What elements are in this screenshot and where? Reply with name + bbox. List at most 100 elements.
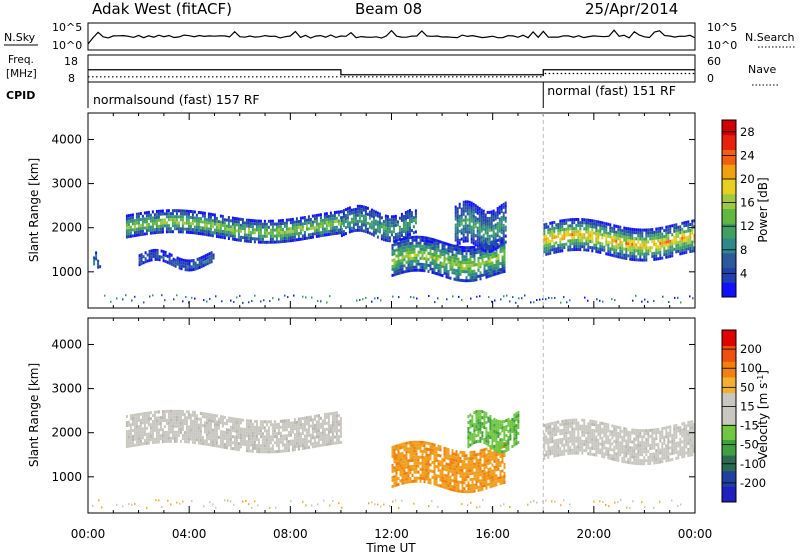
echo-cell bbox=[435, 254, 438, 258]
echo-cell bbox=[155, 419, 158, 423]
echo-cell bbox=[193, 216, 196, 220]
echo-cell bbox=[425, 242, 428, 246]
echo-cell bbox=[269, 438, 272, 442]
echo-cell bbox=[409, 471, 412, 475]
echo-cell bbox=[585, 242, 588, 246]
echo-cell bbox=[481, 481, 484, 485]
echo-cell bbox=[569, 433, 572, 437]
echo-cell bbox=[489, 427, 492, 431]
echo-cell bbox=[591, 219, 594, 223]
echo-cell bbox=[202, 261, 205, 265]
echo-cell bbox=[589, 222, 592, 225]
echo-cell bbox=[559, 225, 562, 229]
echo-cell bbox=[573, 236, 576, 240]
echo-cell bbox=[585, 227, 588, 231]
echo-cell bbox=[417, 446, 420, 450]
echo-cell bbox=[225, 422, 228, 426]
echo-cell bbox=[555, 250, 558, 254]
echo-cell bbox=[691, 243, 694, 247]
echo-cell bbox=[469, 276, 472, 280]
echo-cell bbox=[393, 451, 396, 455]
echo-cell bbox=[405, 260, 408, 264]
echo-cell bbox=[504, 210, 507, 214]
echo-cell bbox=[501, 450, 504, 454]
echo-cell bbox=[461, 451, 464, 454]
echo-cell bbox=[567, 437, 570, 441]
echo-cell bbox=[301, 441, 304, 444]
echo-cell bbox=[569, 239, 572, 243]
echo-cell bbox=[153, 413, 156, 417]
echo-cell bbox=[419, 244, 422, 248]
echo-cell bbox=[453, 461, 456, 465]
echo-cell bbox=[303, 437, 306, 441]
echo-cell bbox=[461, 279, 464, 282]
echo-cell bbox=[161, 434, 164, 438]
echo-cell bbox=[662, 295, 664, 298]
echo-cell bbox=[399, 458, 402, 462]
echo-cell bbox=[199, 435, 202, 439]
echo-cell bbox=[225, 419, 228, 423]
echo-cell bbox=[198, 257, 201, 260]
echo-cell bbox=[469, 246, 472, 250]
echo-cell bbox=[591, 440, 594, 444]
echo-cell bbox=[493, 435, 496, 439]
echo-cell bbox=[487, 449, 490, 453]
echo-cell bbox=[543, 232, 546, 236]
echo-cell bbox=[463, 472, 466, 476]
echo-cell bbox=[491, 484, 494, 488]
echo-cell bbox=[623, 238, 626, 242]
echo-cell bbox=[231, 222, 234, 226]
echo-cell bbox=[411, 464, 414, 468]
echo-cell bbox=[289, 230, 292, 234]
echo-cell bbox=[547, 440, 550, 444]
echo-cell bbox=[473, 269, 476, 273]
echo-cell bbox=[647, 240, 650, 244]
echo-cell bbox=[435, 459, 438, 463]
echo-cell bbox=[175, 227, 178, 231]
echo-cell bbox=[595, 235, 598, 238]
echo-cell bbox=[405, 245, 408, 249]
echo-cell bbox=[207, 443, 210, 447]
echo-cell bbox=[180, 264, 183, 268]
echo-cell bbox=[209, 443, 212, 447]
echo-cell bbox=[245, 431, 248, 435]
echo-cell bbox=[391, 258, 394, 262]
echo-cell bbox=[277, 446, 280, 450]
echo-cell bbox=[469, 487, 472, 491]
echo-cell bbox=[237, 418, 240, 422]
echo-cell bbox=[685, 244, 688, 248]
echo-cell bbox=[411, 256, 414, 260]
echo-cell bbox=[515, 412, 518, 416]
echo-cell bbox=[468, 221, 471, 225]
echo-cell bbox=[281, 228, 284, 231]
echo-cell bbox=[141, 223, 144, 227]
echo-cell bbox=[488, 228, 491, 232]
echo-cell bbox=[287, 440, 290, 443]
echo-cell bbox=[202, 255, 205, 259]
echo-cell bbox=[447, 481, 450, 485]
echo-cell bbox=[147, 228, 150, 232]
echo-cell bbox=[485, 421, 488, 425]
echo-cell bbox=[409, 453, 412, 457]
echo-cell bbox=[489, 436, 492, 440]
echo-cell bbox=[305, 428, 308, 432]
echo-cell bbox=[329, 220, 332, 224]
echo-cell bbox=[419, 479, 422, 483]
echo-cell bbox=[490, 213, 493, 217]
echo-cell bbox=[167, 430, 170, 434]
echo-cell bbox=[291, 217, 294, 221]
echo-cell bbox=[673, 229, 676, 233]
echo-cell bbox=[494, 211, 497, 215]
echo-cell bbox=[137, 425, 140, 428]
echo-cell bbox=[205, 218, 208, 222]
echo-cell bbox=[515, 439, 518, 443]
echo-cell bbox=[469, 466, 472, 470]
echo-cell bbox=[577, 451, 580, 455]
echo-cell bbox=[472, 232, 475, 236]
echo-cell bbox=[617, 231, 620, 235]
echo-cell bbox=[579, 439, 582, 443]
echo-cell bbox=[122, 298, 124, 301]
echo-cell bbox=[482, 245, 485, 249]
echo-cell bbox=[161, 227, 164, 231]
echo-cell bbox=[457, 275, 460, 279]
